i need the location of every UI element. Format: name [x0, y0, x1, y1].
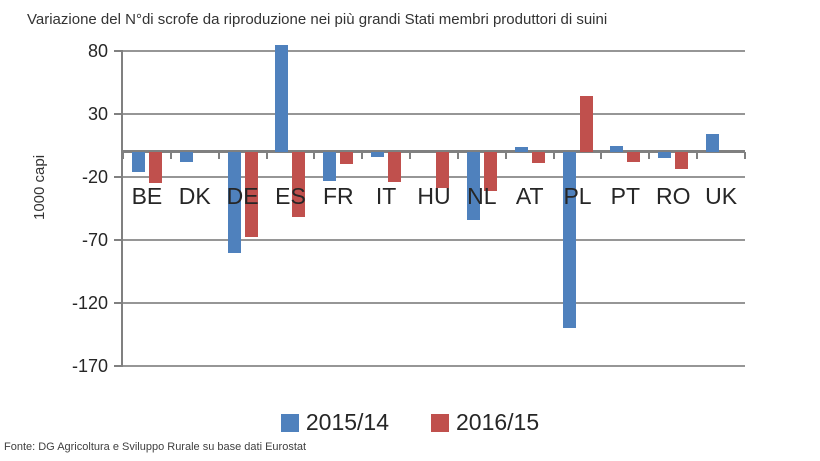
- bar-2016-15-RO: [675, 151, 689, 170]
- legend-swatch-icon: [280, 413, 299, 432]
- x-axis-tick: [600, 151, 603, 159]
- gridline-80: [123, 50, 745, 52]
- x-axis-tick: [265, 151, 268, 159]
- x-axis-tick: [504, 151, 507, 159]
- x-tick-label-PT: PT: [610, 182, 641, 209]
- gridline--170: [123, 365, 745, 367]
- x-axis-tick: [456, 151, 459, 159]
- y-tick-label--70: -70: [81, 230, 108, 250]
- bar-2016-15-IT: [388, 151, 402, 183]
- bar-2016-15-PL: [579, 96, 593, 152]
- x-tick-label-DK: DK: [178, 182, 211, 209]
- plot-area: BE DK DE ES FR IT HU NL AT PL PT RO UK: [114, 44, 746, 367]
- x-tick-label-DE: DE: [226, 182, 259, 209]
- y-axis-tick-80: [114, 50, 123, 52]
- y-tick-label-80: 80: [87, 41, 108, 61]
- x-tick-label-IT: IT: [375, 182, 397, 209]
- bar-2015-14-DK: [179, 151, 193, 162]
- x-tick-label-PL: PL: [563, 182, 592, 209]
- bar-2015-14-FR: [323, 151, 337, 181]
- bar-2015-14-DE: [227, 151, 241, 253]
- x-tick-label-AT: AT: [515, 182, 544, 209]
- bar-2016-15-AT: [531, 151, 545, 164]
- y-axis-tick--70: [114, 239, 123, 241]
- bar-2016-15-ES: [292, 151, 306, 218]
- bar-2016-15-FR: [340, 151, 354, 165]
- legend-label: 2016/15: [456, 409, 540, 435]
- y-tick-label--20: -20: [81, 167, 108, 187]
- x-tick-label-RO: RO: [655, 182, 691, 209]
- y-tick-label-30: 30: [87, 104, 108, 124]
- gridline--20: [123, 176, 745, 178]
- x-axis-tick: [169, 151, 172, 159]
- x-axis-tick: [361, 151, 364, 159]
- x-axis-tick: [552, 151, 555, 159]
- x-axis-tick: [313, 151, 316, 159]
- legend-label: 2015/14: [305, 409, 389, 435]
- y-tick-label--170: -170: [71, 356, 108, 376]
- bar-2015-14-IT: [371, 151, 385, 157]
- source-note: Fonte: DG Agricoltura e Sviluppo Rurale …: [4, 441, 307, 453]
- bar-2016-15-NL: [483, 151, 497, 191]
- x-axis-tick: [696, 151, 699, 159]
- bar-2015-14-AT: [514, 146, 528, 152]
- y-axis-tick--20: [114, 176, 123, 178]
- bar-2015-14-NL: [466, 151, 480, 220]
- y-axis-tick-30: [114, 113, 123, 115]
- x-tick-label-ES: ES: [275, 182, 306, 209]
- bar-2015-14-RO: [658, 151, 672, 159]
- chart-title: Variazione del N°di scrofe da riproduzio…: [27, 11, 608, 28]
- x-axis-line: [123, 150, 745, 154]
- y-axis-tick--120: [114, 302, 123, 304]
- x-axis-tick: [217, 151, 220, 159]
- x-tick-label-FR: FR: [322, 182, 354, 209]
- y-tick-label--120: -120: [71, 293, 108, 313]
- x-axis-tick: [744, 151, 746, 159]
- gridline--70: [123, 239, 745, 241]
- legend-swatch-icon: [431, 413, 449, 432]
- bar-2015-14-ES: [275, 44, 289, 152]
- legend: 2015/14 2016/15: [0, 409, 820, 436]
- x-tick-label-HU: HU: [417, 182, 451, 209]
- y-axis-title: 1000 capi: [31, 154, 48, 220]
- bar-2015-14-PL: [562, 151, 576, 329]
- x-axis-tick: [122, 151, 124, 159]
- y-axis-tick--170: [114, 365, 123, 367]
- y-axis-line: [121, 51, 123, 367]
- bar-2016-15-PT: [627, 151, 641, 162]
- x-tick-label-BE: BE: [131, 182, 163, 209]
- gridline--120: [123, 302, 745, 304]
- x-tick-label-UK: UK: [705, 182, 738, 209]
- bar-2016-15-DE: [244, 151, 258, 238]
- gridline-30: [123, 113, 745, 115]
- bar-2016-15-BE: [148, 151, 162, 184]
- bar-2015-14-UK: [706, 134, 720, 152]
- x-axis-tick: [648, 151, 651, 159]
- bar-2015-14-BE: [131, 151, 145, 172]
- legend-item-2015-14: 2015/14: [280, 409, 389, 436]
- x-axis-tick: [409, 151, 412, 159]
- bar-2016-15-HU: [436, 151, 449, 189]
- legend-item-2016-15: 2016/15: [431, 409, 539, 436]
- bar-2015-14-PT: [610, 145, 624, 152]
- x-tick-label-NL: NL: [467, 182, 497, 209]
